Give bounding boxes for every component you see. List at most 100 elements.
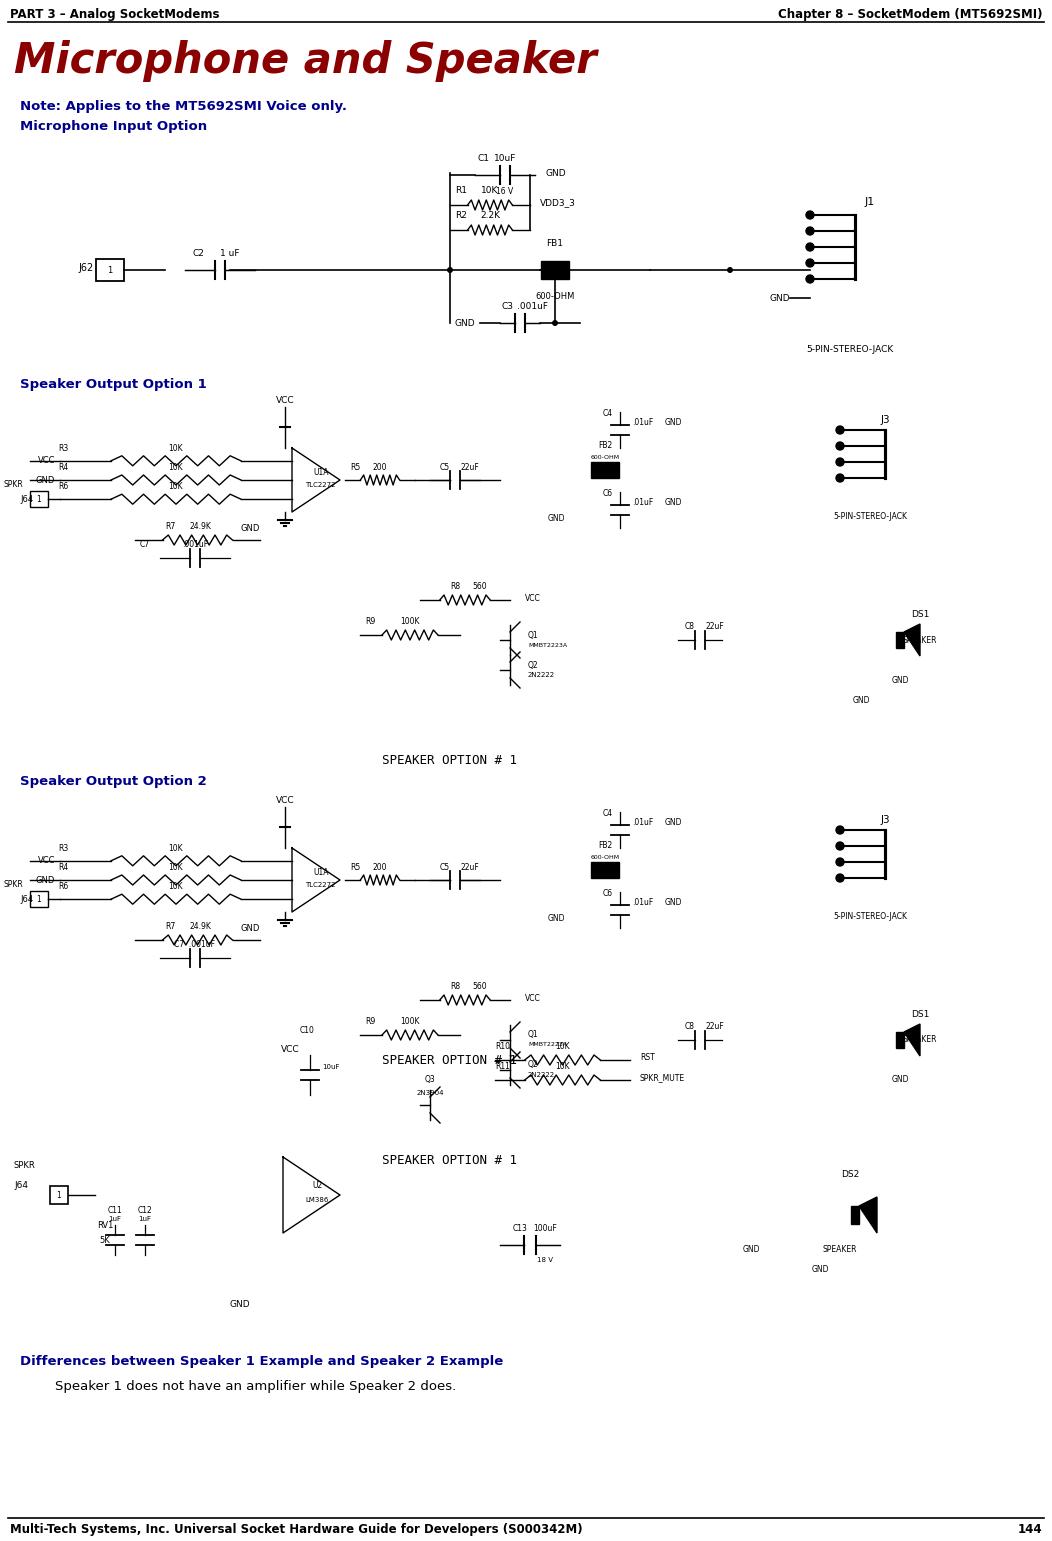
Text: 1uF: 1uF: [139, 1216, 151, 1222]
Text: GND: GND: [36, 875, 55, 885]
Text: DS2: DS2: [841, 1170, 859, 1179]
Text: 144: 144: [1017, 1523, 1041, 1536]
Text: Q2: Q2: [528, 1060, 539, 1069]
Text: C11: C11: [107, 1207, 122, 1214]
Text: 560: 560: [472, 982, 487, 991]
Circle shape: [836, 425, 844, 435]
Text: GND: GND: [547, 513, 565, 522]
Text: J62: J62: [79, 264, 94, 273]
Text: R6: R6: [58, 482, 68, 492]
Text: GND: GND: [852, 695, 870, 704]
Circle shape: [836, 442, 844, 450]
Text: R11: R11: [495, 1062, 510, 1071]
Text: 5-PIN-STEREO-JACK: 5-PIN-STEREO-JACK: [833, 912, 907, 922]
Text: GND: GND: [36, 476, 55, 484]
Text: VDD3_3: VDD3_3: [540, 199, 575, 208]
Text: C13: C13: [512, 1224, 527, 1233]
Text: 1: 1: [107, 265, 113, 274]
Text: FB1: FB1: [546, 239, 564, 248]
Circle shape: [806, 274, 814, 284]
Text: J64: J64: [14, 1180, 28, 1190]
Bar: [541, 260, 569, 279]
Text: R9: R9: [365, 1017, 376, 1026]
Text: RST: RST: [640, 1054, 654, 1062]
Circle shape: [447, 267, 453, 273]
Text: Speaker Output Option 2: Speaker Output Option 2: [20, 775, 207, 787]
Text: SPKR: SPKR: [4, 481, 24, 488]
Text: GND: GND: [665, 817, 683, 826]
Text: C1: C1: [478, 154, 490, 163]
Text: Microphone Input Option: Microphone Input Option: [20, 120, 207, 133]
Text: GND: GND: [665, 897, 683, 906]
Text: SPEAKER: SPEAKER: [903, 1036, 937, 1045]
Circle shape: [836, 858, 844, 866]
Text: 10uF: 10uF: [493, 154, 517, 163]
Text: R7: R7: [165, 522, 176, 532]
Text: GND: GND: [665, 418, 683, 427]
Text: Q2: Q2: [528, 661, 539, 669]
Text: C10: C10: [300, 1026, 315, 1036]
Text: .01uF: .01uF: [632, 897, 653, 906]
Text: 10K: 10K: [168, 844, 183, 852]
Text: FB2: FB2: [598, 441, 612, 450]
Circle shape: [836, 458, 844, 465]
Bar: [591, 861, 619, 878]
Text: R1: R1: [456, 186, 467, 196]
Text: R10: R10: [495, 1042, 510, 1051]
Text: .01uF: .01uF: [632, 817, 653, 826]
Text: GND: GND: [229, 1301, 250, 1308]
Text: Multi-Tech Systems, Inc. Universal Socket Hardware Guide for Developers (S000342: Multi-Tech Systems, Inc. Universal Socke…: [11, 1523, 583, 1536]
Circle shape: [806, 243, 814, 251]
Text: 10K: 10K: [168, 881, 183, 891]
Text: C4: C4: [603, 809, 613, 818]
Text: TLC2272: TLC2272: [305, 881, 336, 888]
Text: C8: C8: [685, 623, 695, 630]
Text: Q1: Q1: [528, 630, 539, 640]
Text: VCC: VCC: [525, 593, 541, 603]
Text: C4: C4: [603, 408, 613, 418]
Text: 10K: 10K: [482, 186, 499, 196]
Bar: [31, 492, 48, 507]
Polygon shape: [904, 624, 920, 656]
Bar: [896, 1032, 904, 1048]
Text: R2: R2: [456, 211, 467, 220]
Text: 200: 200: [372, 462, 387, 472]
Text: 200: 200: [372, 863, 387, 872]
Text: SPKR: SPKR: [4, 880, 24, 889]
Circle shape: [552, 321, 558, 327]
Text: J64: J64: [20, 495, 33, 504]
Text: 5-PIN-STEREO-JACK: 5-PIN-STEREO-JACK: [807, 345, 893, 354]
Text: C2: C2: [193, 250, 204, 257]
Text: VCC: VCC: [276, 797, 295, 804]
Text: 10uF: 10uF: [322, 1063, 340, 1069]
Text: R5: R5: [350, 462, 360, 472]
Text: 100K: 100K: [400, 1017, 420, 1026]
Text: 1: 1: [57, 1191, 61, 1199]
Text: VCC: VCC: [276, 396, 295, 405]
Text: 10K: 10K: [168, 444, 183, 453]
Text: 10K: 10K: [168, 462, 183, 472]
Text: GND: GND: [891, 675, 909, 684]
Text: R7: R7: [165, 922, 176, 931]
Text: R3: R3: [58, 844, 68, 852]
Text: 1: 1: [37, 495, 41, 504]
Text: VCC: VCC: [525, 994, 541, 1003]
Text: C5: C5: [440, 462, 450, 472]
Text: U1A: U1A: [313, 467, 328, 476]
Text: 1: 1: [37, 895, 41, 903]
Text: C7: C7: [140, 539, 150, 549]
Text: GND: GND: [665, 498, 683, 507]
Text: 2N2222: 2N2222: [528, 672, 555, 678]
Text: .001uF: .001uF: [517, 302, 547, 311]
Text: SPEAKER OPTION # 1: SPEAKER OPTION # 1: [383, 1154, 518, 1167]
Text: .01uF: .01uF: [632, 418, 653, 427]
Text: C8: C8: [685, 1022, 695, 1031]
Text: 600-OHM: 600-OHM: [535, 291, 574, 300]
Text: GND: GND: [545, 168, 566, 177]
Bar: [96, 259, 124, 280]
Bar: [591, 462, 619, 478]
Text: 5-PIN-STEREO-JACK: 5-PIN-STEREO-JACK: [833, 512, 907, 521]
Text: 5K: 5K: [100, 1236, 110, 1245]
Text: R4: R4: [58, 462, 68, 472]
Text: C5: C5: [440, 863, 450, 872]
